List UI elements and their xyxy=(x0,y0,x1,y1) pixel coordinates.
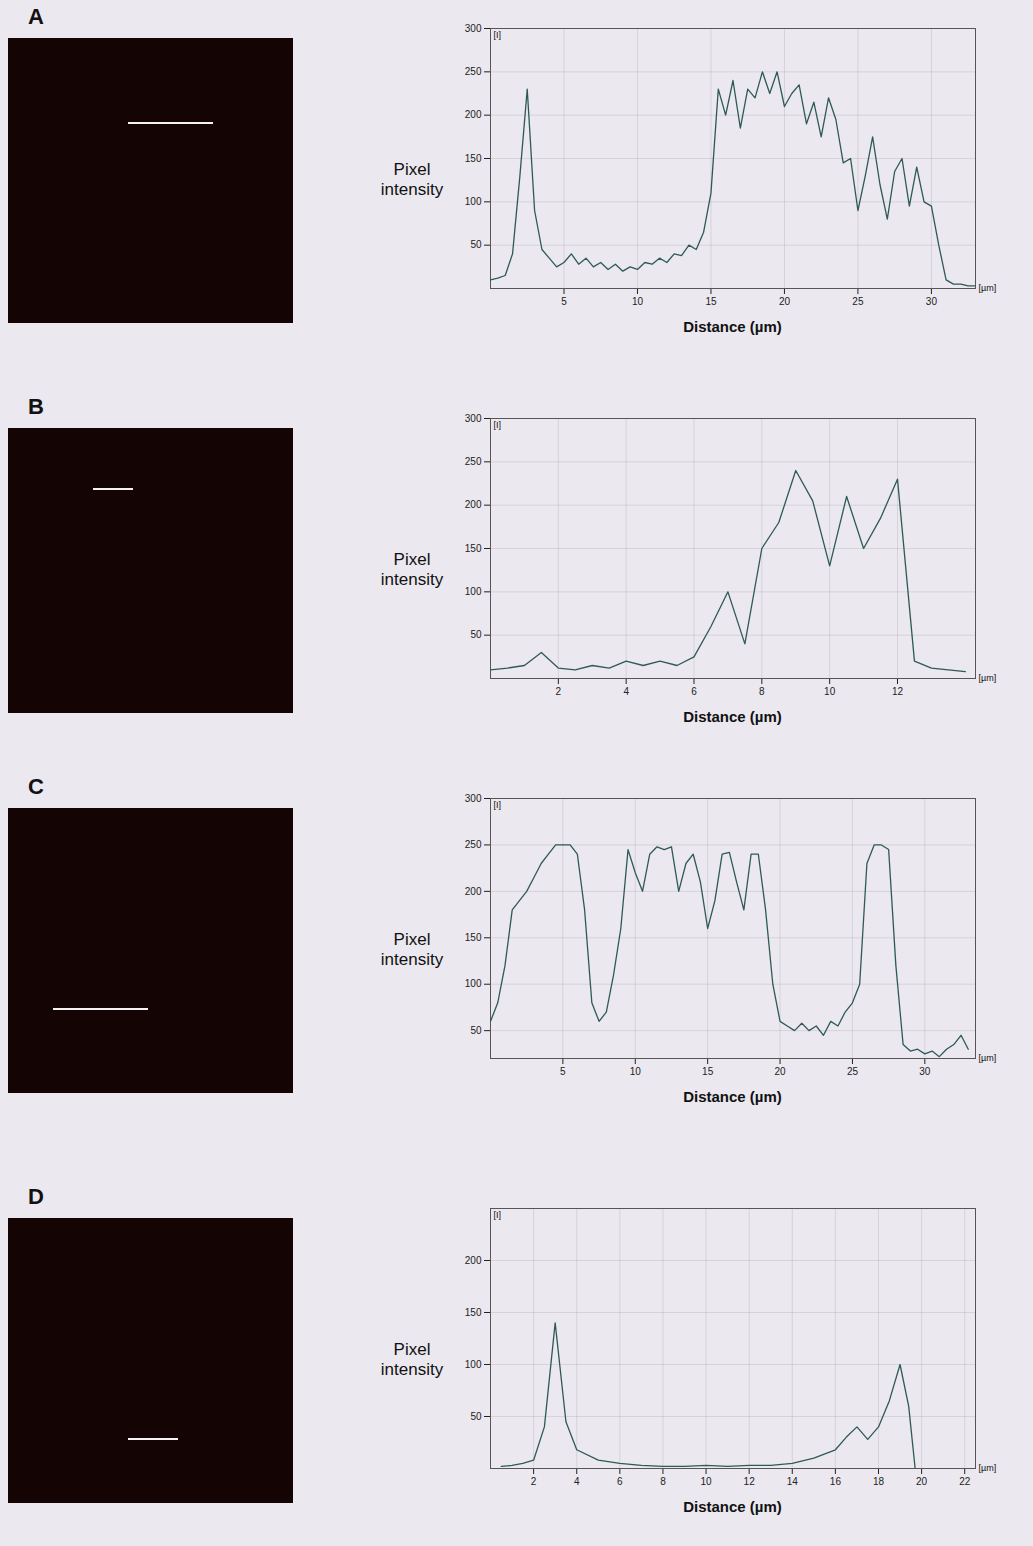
svg-text:10: 10 xyxy=(700,1476,712,1487)
svg-text:250: 250 xyxy=(465,456,482,467)
svg-text:8: 8 xyxy=(660,1476,666,1487)
html-text:Pixel intensity: Pixel intensity xyxy=(380,1340,444,1379)
html-text:Distance (µm): Distance (µm) xyxy=(683,1088,782,1105)
svg-text:[µm]: [µm] xyxy=(979,1053,997,1063)
svg-text:50: 50 xyxy=(470,629,482,640)
svg-text:50: 50 xyxy=(470,1025,482,1036)
svg-text:[I]: [I] xyxy=(494,30,502,40)
svg-text:[I]: [I] xyxy=(494,800,502,810)
svg-text:12: 12 xyxy=(744,1476,756,1487)
svg-text:5: 5 xyxy=(560,1066,566,1077)
svg-text:[µm]: [µm] xyxy=(979,283,997,293)
svg-text:6: 6 xyxy=(617,1476,623,1487)
html-text:Pixel intensity: Pixel intensity xyxy=(380,160,444,199)
svg-text:200: 200 xyxy=(465,499,482,510)
svg-text:10: 10 xyxy=(630,1066,642,1077)
svg-text:250: 250 xyxy=(465,66,482,77)
svg-text:5: 5 xyxy=(561,296,567,307)
svg-text:18: 18 xyxy=(873,1476,885,1487)
svg-text:20: 20 xyxy=(916,1476,928,1487)
svg-text:4: 4 xyxy=(623,686,629,697)
svg-text:100: 100 xyxy=(465,586,482,597)
svg-text:15: 15 xyxy=(702,1066,714,1077)
svg-text:200: 200 xyxy=(465,886,482,897)
svg-text:12: 12 xyxy=(892,686,904,697)
svg-text:22: 22 xyxy=(959,1476,971,1487)
svg-text:30: 30 xyxy=(926,296,938,307)
svg-text:150: 150 xyxy=(465,543,482,554)
html-text:D: D xyxy=(28,1184,44,1209)
svg-text:300: 300 xyxy=(465,413,482,424)
html-text:B: B xyxy=(28,394,44,419)
svg-text:300: 300 xyxy=(465,793,482,804)
svg-text:25: 25 xyxy=(847,1066,859,1077)
svg-text:10: 10 xyxy=(632,296,644,307)
svg-text:300: 300 xyxy=(465,23,482,34)
svg-text:200: 200 xyxy=(465,1255,482,1266)
svg-text:[I]: [I] xyxy=(494,420,502,430)
svg-text:6: 6 xyxy=(691,686,697,697)
svg-text:250: 250 xyxy=(465,839,482,850)
svg-text:30: 30 xyxy=(919,1066,931,1077)
svg-text:150: 150 xyxy=(465,1307,482,1318)
svg-text:14: 14 xyxy=(787,1476,799,1487)
svg-text:[µm]: [µm] xyxy=(979,1463,997,1473)
svg-text:4: 4 xyxy=(574,1476,580,1487)
svg-text:200: 200 xyxy=(465,109,482,120)
svg-text:150: 150 xyxy=(465,153,482,164)
svg-text:50: 50 xyxy=(470,1411,482,1422)
html-text:Distance (µm): Distance (µm) xyxy=(683,708,782,725)
html-text:Distance (µm): Distance (µm) xyxy=(683,318,782,335)
svg-text:25: 25 xyxy=(852,296,864,307)
svg-text:16: 16 xyxy=(830,1476,842,1487)
html-text:Pixel intensity: Pixel intensity xyxy=(380,550,444,589)
svg-text:2: 2 xyxy=(556,686,562,697)
svg-text:[I]: [I] xyxy=(494,1210,502,1220)
html-text:Pixel intensity: Pixel intensity xyxy=(380,930,444,969)
svg-text:20: 20 xyxy=(774,1066,786,1077)
svg-text:8: 8 xyxy=(759,686,765,697)
svg-text:2: 2 xyxy=(531,1476,537,1487)
svg-text:150: 150 xyxy=(465,932,482,943)
svg-text:[µm]: [µm] xyxy=(979,673,997,683)
html-text:C: C xyxy=(28,774,44,799)
svg-text:50: 50 xyxy=(470,239,482,250)
svg-text:100: 100 xyxy=(465,1359,482,1370)
html-text:A: A xyxy=(28,4,44,29)
svg-text:100: 100 xyxy=(465,978,482,989)
svg-text:15: 15 xyxy=(705,296,717,307)
html-text:Distance (µm): Distance (µm) xyxy=(683,1498,782,1515)
svg-text:20: 20 xyxy=(779,296,791,307)
svg-text:10: 10 xyxy=(824,686,836,697)
svg-text:100: 100 xyxy=(465,196,482,207)
